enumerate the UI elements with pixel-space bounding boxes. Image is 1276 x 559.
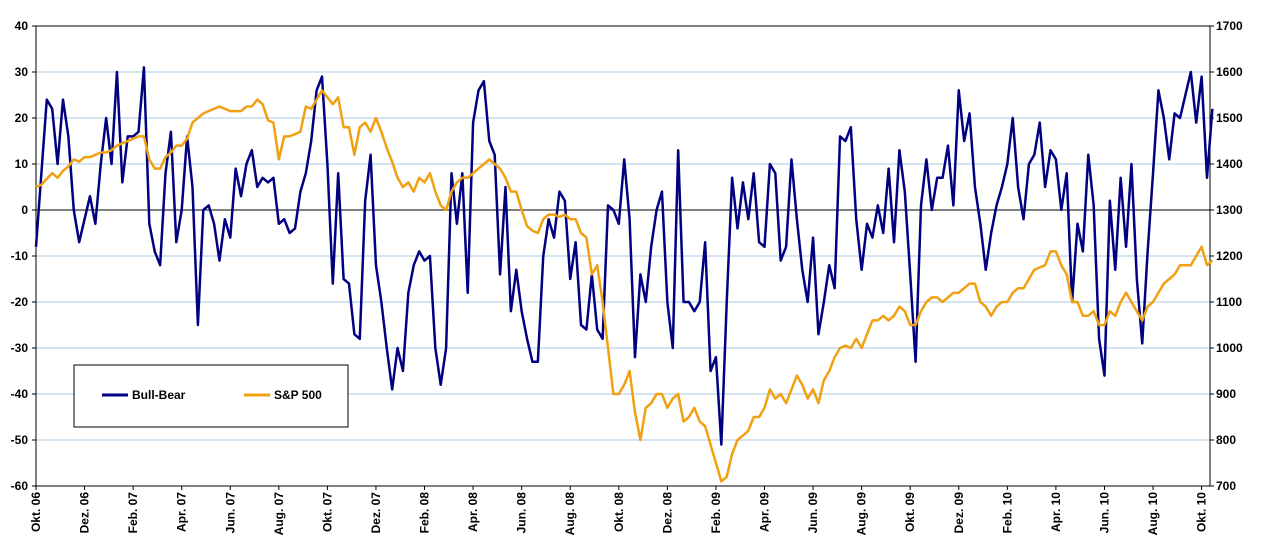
x-axis-ticks: Okt. 06 Dez. 06 Feb. 07 Apr. 07 Jun. 07 Aug. … — [29, 486, 1209, 535]
right-tick-label: 1500 — [1216, 111, 1243, 125]
x-tick-label: Apr. 10 — [1049, 492, 1063, 532]
series-line-s-p-500 — [35, 89, 1214, 483]
x-tick-label: Dez. 06 — [78, 492, 92, 534]
x-tick-label: Apr. 08 — [466, 492, 480, 532]
x-tick-label: Aug. 08 — [563, 492, 577, 536]
x-tick-label: Aug. 09 — [855, 492, 869, 536]
right-tick-label: 1100 — [1216, 295, 1242, 309]
right-tick-label: 1300 — [1216, 203, 1243, 217]
right-tick-label: 800 — [1216, 433, 1236, 447]
x-tick-label: Okt. 08 — [612, 492, 626, 532]
left-tick-label: -60 — [11, 479, 29, 493]
x-tick-label: Dez. 08 — [660, 492, 674, 534]
series-line-bull-bear — [34, 66, 1214, 446]
x-tick-label: Jun. 08 — [515, 492, 529, 534]
x-tick-label: Feb. 08 — [418, 492, 432, 534]
x-tick-label: Okt. 09 — [903, 492, 917, 532]
left-tick-label: 30 — [15, 65, 29, 79]
series-group — [34, 66, 1214, 483]
right-tick-label: 900 — [1216, 387, 1236, 401]
left-tick-label: -10 — [11, 249, 29, 263]
legend-label-bull-bear: Bull-Bear — [132, 388, 186, 402]
left-tick-label: -20 — [11, 295, 29, 309]
legend-label-sp500: S&P 500 — [274, 388, 322, 402]
legend: Bull-Bear S&P 500 — [73, 364, 349, 428]
left-tick-label: 10 — [15, 157, 29, 171]
left-tick-label: 0 — [21, 203, 28, 217]
x-tick-label: Okt. 10 — [1195, 492, 1209, 532]
x-tick-label: Feb. 07 — [126, 492, 140, 534]
left-tick-label: -50 — [11, 433, 29, 447]
right-tick-label: 700 — [1216, 479, 1236, 493]
x-tick-label: Aug. 10 — [1146, 492, 1160, 536]
x-tick-label: Aug. 07 — [272, 492, 286, 536]
x-tick-label: Dez. 07 — [369, 492, 383, 534]
x-tick-label: Jun. 09 — [806, 492, 820, 534]
x-tick-label: Jun. 07 — [223, 492, 237, 534]
left-axis-ticks: -60 -50 -40 -30 -20 -10 0 10 20 30 40 — [11, 19, 36, 493]
right-tick-label: 1400 — [1216, 157, 1243, 171]
right-tick-label: 1200 — [1216, 249, 1243, 263]
x-tick-label: Apr. 09 — [758, 492, 772, 532]
left-tick-label: -30 — [11, 341, 29, 355]
x-tick-label: Feb. 09 — [709, 492, 723, 534]
x-tick-label: Jun. 10 — [1097, 492, 1111, 534]
x-tick-label: Dez. 09 — [952, 492, 966, 534]
left-tick-label: 40 — [15, 19, 29, 33]
x-tick-label: Okt. 06 — [29, 492, 43, 532]
left-tick-label: -40 — [11, 387, 29, 401]
right-tick-label: 1700 — [1216, 19, 1243, 33]
left-tick-label: 20 — [15, 111, 29, 125]
right-tick-label: 1600 — [1216, 65, 1243, 79]
x-tick-label: Feb. 10 — [1000, 492, 1014, 534]
x-tick-label: Apr. 07 — [175, 492, 189, 532]
right-tick-label: 1000 — [1216, 341, 1243, 355]
x-tick-label: Okt. 07 — [320, 492, 334, 532]
right-axis-ticks: 700 800 900 1000 1100 1200 1300 1400 1500 1600 170… — [1210, 19, 1243, 493]
